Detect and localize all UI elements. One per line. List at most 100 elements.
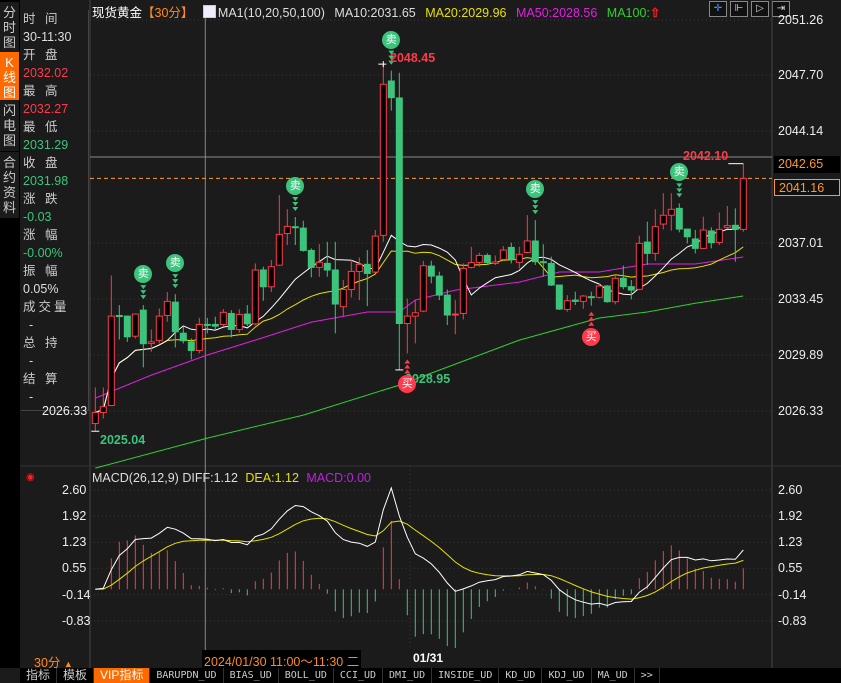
price-axis-tick: 2029.89: [778, 348, 824, 362]
indicator-tab[interactable]: INSIDE_UD: [432, 668, 500, 683]
high-label: 最 高: [23, 84, 61, 98]
candle-down: [171, 301, 179, 333]
candle-down: [691, 238, 699, 249]
tab-contract-info[interactable]: 合约资料: [0, 152, 19, 218]
period-selector[interactable]: 30分 ▲: [34, 652, 73, 671]
candle-down: [587, 296, 595, 299]
change-pct-value: -0.00%: [23, 246, 63, 260]
macd-value: MACD:0.00: [306, 471, 371, 485]
indicator-tab[interactable]: VIP指标: [94, 668, 151, 683]
candle-down: [203, 323, 211, 326]
left-view-tabs: 分时图 K线图 闪电图 合约资料: [0, 0, 20, 668]
price-axis-tick: 2044.14: [778, 124, 824, 138]
chart-toolbar: ✛ ⊩ ▷ ⇥: [709, 1, 790, 17]
candle-up: [315, 261, 323, 268]
macd-axis-tick-left: 1.92: [62, 508, 87, 523]
candle-down: [115, 314, 123, 317]
ma50-value: MA50:2028.56: [516, 6, 598, 20]
indicator-tab[interactable]: MA_UD: [592, 668, 635, 683]
sell-signal-icon: 卖: [382, 30, 401, 49]
candle-down: [427, 265, 435, 277]
price-axis-tick: 2037.01: [778, 236, 824, 250]
indicator-active-icon[interactable]: ◉: [26, 472, 35, 483]
sell-arrow-icon: [532, 200, 539, 205]
candle-info-panel: 时 间 30-11:30 开 盘 2032.02 最 高 2032.27 最 低…: [21, 10, 89, 411]
indicator-tab[interactable]: 模板: [57, 668, 95, 683]
candle-down: [259, 269, 267, 288]
sell-signal-icon: 卖: [166, 254, 185, 273]
candle-up: [467, 262, 475, 268]
tab-kline[interactable]: K线图: [0, 52, 19, 103]
candle-up: [491, 261, 499, 264]
ma100-line: [95, 295, 744, 469]
candle-down: [483, 254, 491, 264]
sell-arrow-icon: [140, 290, 147, 295]
high-marker: [378, 61, 387, 68]
sell-arrow-icon: [388, 60, 395, 65]
buy-signal-icon: 买: [398, 375, 417, 394]
date-axis-label: 01/31: [413, 651, 444, 665]
indicator-tab[interactable]: 指标: [20, 668, 58, 683]
symbol-name: 现货黄金: [92, 6, 143, 20]
macd-axis-tick-right: 1.23: [778, 535, 803, 550]
candle-down: [123, 315, 131, 338]
indicator-tab[interactable]: BIAS_UD: [224, 668, 279, 683]
zoom-range-icon[interactable]: ⊩: [730, 1, 748, 17]
candle-up: [339, 288, 347, 308]
indicator-tab[interactable]: KDJ_UD: [542, 668, 592, 683]
high-annotation: 2048.45: [390, 51, 436, 65]
crosshair-icon[interactable]: ✛: [709, 1, 727, 17]
volume-label: 成交量: [23, 300, 70, 314]
chart-header: 现货黄金【30分】 MA1(10,20,50,100) MA10:2031.65…: [92, 2, 666, 20]
macd-axis-tick-right: 2.60: [778, 483, 803, 497]
candle-up: [595, 285, 603, 298]
indicator-tab[interactable]: >>: [635, 668, 660, 683]
sell-arrow-icon: [172, 279, 179, 284]
play-icon[interactable]: ▷: [751, 1, 769, 17]
sell-signal-icon: 卖: [526, 180, 545, 199]
sell-arrow-icon: [292, 196, 299, 201]
buy-signal-icon: 买: [582, 327, 601, 346]
candle-down: [531, 240, 539, 263]
candle-down: [603, 285, 611, 303]
candle-up: [131, 313, 139, 337]
open-interest-value: -: [29, 354, 34, 368]
close-label: 收 盘: [23, 156, 61, 170]
indicator-tab[interactable]: KD_UD: [499, 668, 543, 683]
sell-signal-icon: 卖: [670, 163, 689, 182]
indicator-tab[interactable]: DMI_UD: [383, 668, 433, 683]
low-value: 2031.29: [23, 138, 69, 152]
indicator-tab[interactable]: BOLL_UD: [279, 668, 334, 683]
candle-down: [363, 263, 371, 274]
caret-up-icon: ▲: [63, 659, 73, 669]
candle-down: [547, 262, 555, 286]
candle-up: [563, 300, 571, 310]
macd-axis-tick-left: 2.60: [62, 483, 87, 497]
macd-axis-tick-left: 1.23: [62, 535, 87, 550]
candle-down: [555, 284, 563, 310]
ma100-value: MA100:: [606, 6, 650, 20]
ma20-line: [95, 246, 744, 413]
candle-down: [243, 313, 251, 325]
candle-down: [307, 249, 315, 268]
indicator-tab[interactable]: CCI_UD: [334, 668, 384, 683]
buy-arrow-icon: [588, 311, 595, 316]
tab-intraday[interactable]: 分时图: [0, 2, 19, 53]
open-value: 2032.02: [23, 66, 69, 80]
tab-flash[interactable]: 闪电图: [0, 100, 19, 151]
candle-up: [459, 267, 467, 314]
candle-up: [155, 315, 163, 341]
macd-axis-tick-left: 0.55: [62, 561, 87, 576]
candle-down: [323, 262, 331, 271]
macd-axis-tick-left: -0.83: [62, 614, 91, 628]
candle-up: [347, 270, 355, 290]
indicator-tab[interactable]: BARUPDN_UD: [150, 668, 224, 683]
ma-set-label[interactable]: MA1(10,20,50,100): [217, 6, 325, 20]
candle-up: [611, 277, 619, 303]
ma-settings-icon[interactable]: [202, 5, 216, 18]
candle-up: [403, 315, 411, 324]
change-value: -0.03: [23, 210, 52, 224]
candle-down: [179, 332, 187, 342]
period-label: 【30分】: [142, 6, 194, 20]
